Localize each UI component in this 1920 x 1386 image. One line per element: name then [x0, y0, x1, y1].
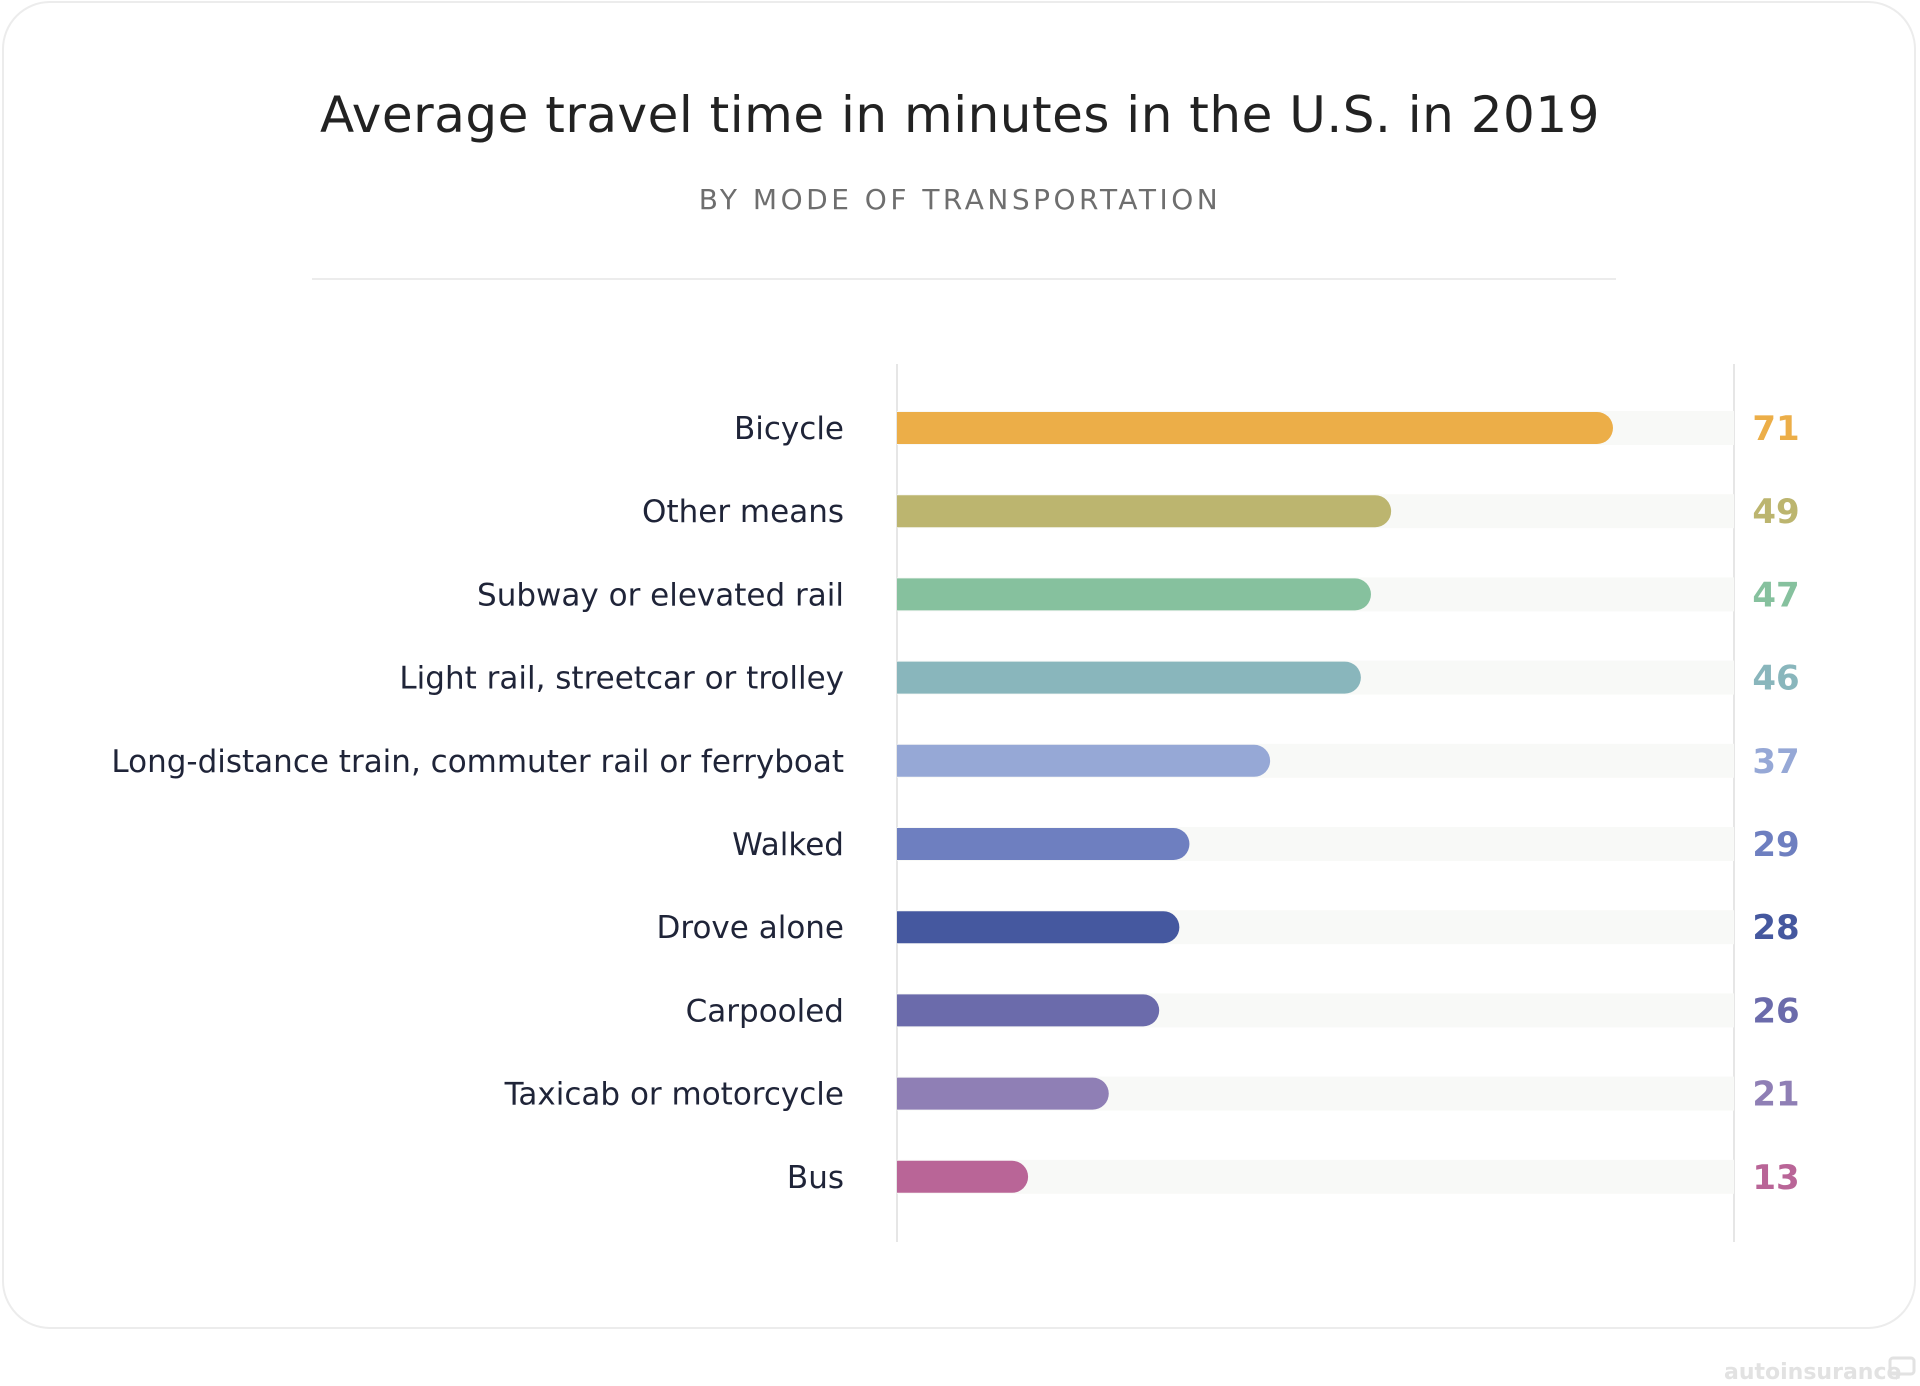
value-label: 29: [1752, 825, 1799, 865]
category-label: Subway or elevated rail: [477, 577, 844, 613]
bar: [897, 1077, 1109, 1110]
category-label: Carpooled: [686, 993, 844, 1029]
value-label: 13: [1752, 1158, 1799, 1198]
bar: [897, 661, 1361, 694]
bar: [897, 744, 1271, 777]
category-label: Walked: [732, 827, 844, 863]
bar: [897, 994, 1160, 1027]
value-label: 71: [1752, 409, 1799, 449]
category-label: Light rail, streetcar or trolley: [399, 661, 844, 697]
value-label: 21: [1752, 1075, 1799, 1115]
value-label: 26: [1752, 991, 1799, 1031]
category-label: Bicycle: [734, 411, 844, 447]
category-label: Long-distance train, commuter rail or fe…: [111, 744, 844, 780]
bar: [897, 578, 1371, 611]
category-label: Bus: [787, 1160, 844, 1196]
chat-bubble-icon: [1888, 1356, 1916, 1380]
value-label: 28: [1752, 908, 1799, 948]
value-label: 47: [1752, 575, 1799, 615]
bar: [897, 1160, 1029, 1193]
category-label: Taxicab or motorcycle: [504, 1077, 844, 1113]
category-label: Other means: [642, 494, 844, 530]
value-label: 37: [1752, 742, 1799, 782]
chart-subtitle: BY MODE OF TRANSPORTATION: [698, 183, 1222, 216]
watermark-text: autoinsurance: [1724, 1360, 1902, 1385]
bar: [897, 828, 1190, 860]
bar: [897, 412, 1613, 444]
bar-track: [897, 1159, 1734, 1194]
bar: [897, 495, 1392, 528]
chart-title: Average travel time in minutes in the U.…: [320, 86, 1600, 144]
value-label: 49: [1752, 492, 1799, 532]
category-label: Drove alone: [657, 910, 844, 946]
title-divider: [312, 278, 1616, 280]
bar: [897, 911, 1180, 944]
value-label: 46: [1752, 659, 1799, 699]
